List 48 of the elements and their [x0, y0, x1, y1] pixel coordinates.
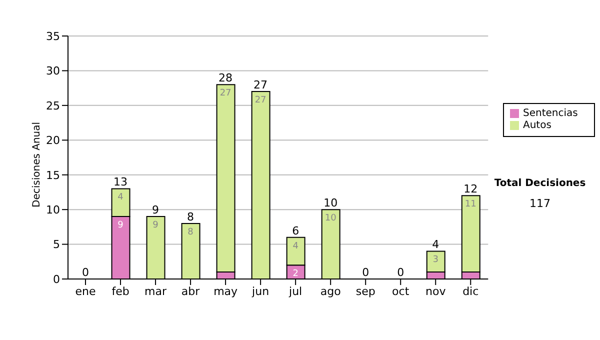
text: Total Decisiones — [493, 178, 587, 189]
data-label: 27 — [254, 96, 266, 106]
total-label: 12 — [464, 182, 478, 196]
total-label: 27 — [254, 78, 268, 92]
legend-label: Sentencias — [523, 108, 578, 119]
y-tick-label: 0 — [53, 272, 60, 286]
data-label: 4 — [292, 241, 299, 252]
data-label: 27 — [220, 88, 232, 99]
x-tick-label: nov — [426, 284, 446, 298]
data-label: 11 — [464, 200, 476, 210]
y-tick-label: 35 — [46, 30, 60, 43]
x-tick-label: ene — [75, 284, 96, 298]
data-label: 10 — [324, 214, 337, 224]
x-tick-label: may — [214, 284, 238, 298]
y-tick-label: 5 — [53, 238, 60, 252]
x-tick-label: mar — [144, 284, 167, 298]
data-label: 9 — [118, 220, 124, 231]
total-label: 13 — [114, 176, 128, 189]
x-tick-label: dic — [462, 284, 479, 298]
data-label: 8 — [188, 227, 194, 238]
x-tick-label: feb — [112, 284, 130, 298]
total-label: 10 — [324, 196, 338, 210]
total-label: 0 — [362, 266, 370, 279]
total-label: 0 — [397, 266, 404, 279]
legend-label: Autos — [523, 120, 552, 131]
y-tick-label: 30 — [46, 64, 60, 78]
total-label: 4 — [432, 238, 440, 252]
y-tick-label: 10 — [46, 203, 60, 216]
x-tick-label: ago — [320, 284, 342, 298]
data-label: 3 — [432, 255, 438, 266]
x-tick-label: abr — [181, 284, 200, 298]
total-label: 8 — [187, 210, 194, 224]
x-tick-label: oct — [392, 284, 410, 298]
x-tick-label: jun — [251, 284, 270, 298]
y-tick-label: 15 — [46, 168, 60, 182]
data-label: 2 — [292, 269, 298, 280]
total-label: 0 — [82, 266, 90, 279]
x-tick-label: sep — [356, 284, 376, 298]
data-label: 4 — [118, 192, 124, 203]
y-axis-title: Decisiones Anual — [32, 122, 43, 208]
y-tick-label: 20 — [46, 134, 60, 148]
text: 117 — [528, 197, 552, 210]
data-label: 9 — [152, 220, 159, 231]
x-tick-label: jul — [288, 284, 302, 298]
total-label: 28 — [218, 72, 233, 85]
y-tick-label: 25 — [46, 99, 60, 112]
total-label: 6 — [292, 224, 300, 238]
total-label: 9 — [152, 204, 160, 217]
